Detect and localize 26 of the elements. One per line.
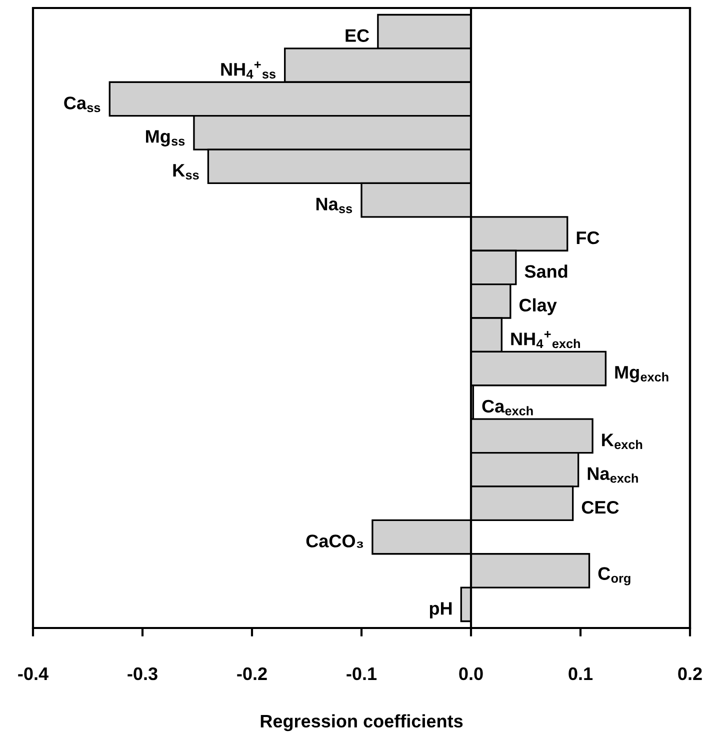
x-tick-label: 0.1 — [568, 667, 593, 680]
y-tick-label: Na$_{exch}$ — [588, 467, 638, 483]
y-tick-label: Mg$_{ss}$ — [146, 130, 185, 146]
x-tick-label: -0.2 — [237, 667, 267, 680]
x-tick-label: -0.1 — [346, 667, 377, 680]
x-tick-label: -0.3 — [128, 667, 158, 680]
x-axis-title: Regression coefficients — [260, 714, 463, 732]
y-tick-label: FC — [576, 231, 600, 244]
y-tick-label: pH — [430, 602, 452, 618]
y-tick-label: Mg$_{exch}$ — [615, 366, 668, 382]
y-tick-label: K$_{exch}$ — [602, 434, 642, 450]
y-tick-label: C$_{org}$ — [598, 567, 630, 586]
x-tick-label: 0.2 — [678, 667, 702, 680]
x-tick-label: -0.4 — [18, 667, 48, 680]
x-tick-label: 0.0 — [459, 667, 483, 680]
y-tick-label: EC — [346, 29, 370, 42]
y-tick-label: CaCO₃ — [306, 534, 364, 548]
y-tick-label: Na$_{ss}$ — [316, 198, 352, 214]
y-tick-label: NH$_{4}$$^{+}$$_{ss}$ — [221, 61, 276, 79]
y-tick-label: Ca$_{exch}$ — [482, 400, 533, 416]
y-tick-label: K$_{ss}$ — [173, 164, 199, 180]
y-tick-label: CEC — [582, 500, 619, 514]
y-tick-label: NH$_{4}$$^{+}$$_{exch}$ — [511, 331, 580, 348]
y-tick-label: Clay — [519, 298, 557, 316]
y-tick-label: Sand — [524, 264, 568, 278]
y-tick-label: Ca$_{ss}$ — [64, 96, 100, 112]
